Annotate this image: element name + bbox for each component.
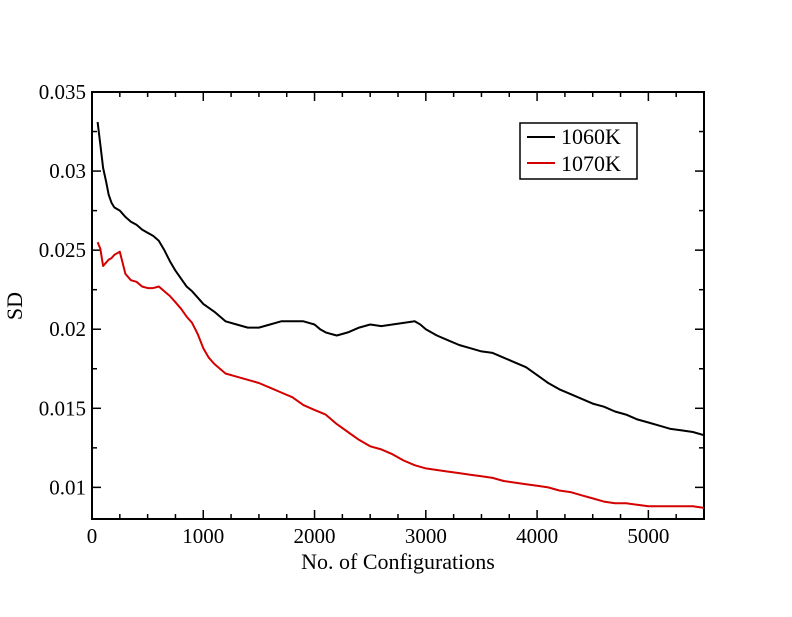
x-tick-label: 4000 (516, 524, 558, 548)
series-line-1070k (96, 241, 705, 509)
x-tick-label: 3000 (405, 524, 447, 548)
legend-label-1070k: 1070K (561, 151, 621, 176)
legend: 1060K 1070K (519, 122, 638, 180)
x-tick-label: 1000 (182, 524, 224, 548)
series-layer (96, 121, 705, 509)
y-tick-label: 0.015 (39, 396, 86, 420)
y-tick-label: 0.02 (49, 317, 86, 341)
axis-ticks: 0 1000 2000 3000 4000 5000 0.01 0.015 0.02 0.025 0… (39, 80, 705, 548)
y-tick-label: 0.025 (39, 238, 86, 262)
y-tick-label: 0.035 (39, 80, 86, 104)
x-tick-label: 2000 (294, 524, 336, 548)
y-axis-title: SD (2, 292, 27, 320)
y-tick-label: 0.03 (49, 159, 86, 183)
x-axis-title: No. of Configurations (301, 549, 495, 574)
legend-label-1060k: 1060K (561, 124, 621, 149)
legend-box (519, 122, 638, 180)
series-line-1060k (96, 121, 705, 437)
y-tick-label: 0.01 (49, 475, 86, 499)
x-tick-label: 5000 (627, 524, 669, 548)
x-tick-label: 0 (87, 524, 98, 548)
